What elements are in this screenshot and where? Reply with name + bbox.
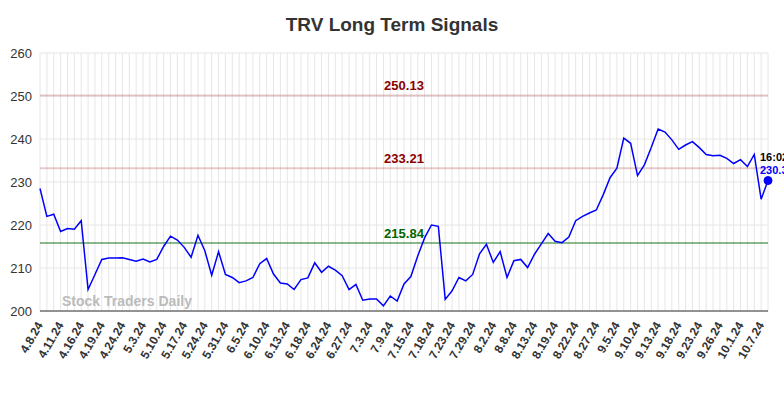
svg-text:5.10.24: 5.10.24 [137,319,170,362]
svg-text:7.3.24: 7.3.24 [346,319,376,356]
svg-text:9.10.24: 9.10.24 [611,319,644,362]
svg-text:8.8.24: 8.8.24 [491,319,520,356]
svg-text:8.13.24: 8.13.24 [508,319,541,362]
svg-text:10.7.24: 10.7.24 [735,319,767,361]
svg-text:220: 220 [10,218,32,233]
svg-text:250.13: 250.13 [384,78,424,93]
svg-text:250: 250 [10,89,32,104]
svg-text:7.15.24: 7.15.24 [384,319,417,362]
svg-text:5.24.24: 5.24.24 [178,319,211,362]
svg-text:16:02: 16:02 [760,151,776,163]
svg-text:215.84: 215.84 [384,226,425,241]
svg-text:9.13.24: 9.13.24 [632,319,665,362]
html-text:Stock Traders Daily: Stock Traders Daily [62,293,192,309]
svg-text:9.5.24: 9.5.24 [594,319,623,356]
svg-text:5.31.24: 5.31.24 [199,319,231,361]
svg-text:10.1.24: 10.1.24 [714,319,747,362]
svg-text:6.24.24: 6.24.24 [302,319,335,362]
svg-text:4.8.24: 4.8.24 [17,319,47,356]
svg-text:230: 230 [10,175,32,190]
svg-text:6.5.24: 6.5.24 [223,319,253,356]
svg-text:9.23.24: 9.23.24 [673,319,706,362]
svg-text:8.22.24: 8.22.24 [549,319,582,362]
svg-text:200: 200 [10,304,32,319]
svg-text:6.18.24: 6.18.24 [281,319,314,362]
svg-text:7.29.24: 7.29.24 [447,319,479,361]
svg-text:6.27.24: 6.27.24 [323,319,355,361]
svg-text:210: 210 [10,261,32,276]
svg-text:7.9.24: 7.9.24 [367,319,397,356]
svg-text:5.3.24: 5.3.24 [120,319,150,356]
svg-text:8.19.24: 8.19.24 [529,319,562,362]
svg-text:9.18.24: 9.18.24 [652,319,685,362]
svg-text:8.2.24: 8.2.24 [470,319,500,356]
svg-text:6.10.24: 6.10.24 [240,319,273,362]
svg-text:6.13.24: 6.13.24 [261,319,294,362]
svg-text:260: 260 [10,46,32,61]
svg-text:5.17.24: 5.17.24 [158,319,191,362]
svg-text:4.16.24: 4.16.24 [55,319,88,362]
svg-text:9.26.24: 9.26.24 [693,319,726,362]
html-text:TRV Long Term Signals: TRV Long Term Signals [285,14,499,35]
svg-text:4.19.24: 4.19.24 [75,319,108,362]
svg-text:240: 240 [10,132,32,147]
svg-text:233.21: 233.21 [384,151,424,166]
svg-text:4.24.24: 4.24.24 [96,319,128,361]
svg-text:7.18.24: 7.18.24 [405,319,438,362]
svg-text:4.11.24: 4.11.24 [34,319,67,361]
svg-text:7.23.24: 7.23.24 [426,319,459,362]
svg-text:8.27.24: 8.27.24 [570,319,602,361]
svg-text:230.34: 230.34 [760,164,776,176]
